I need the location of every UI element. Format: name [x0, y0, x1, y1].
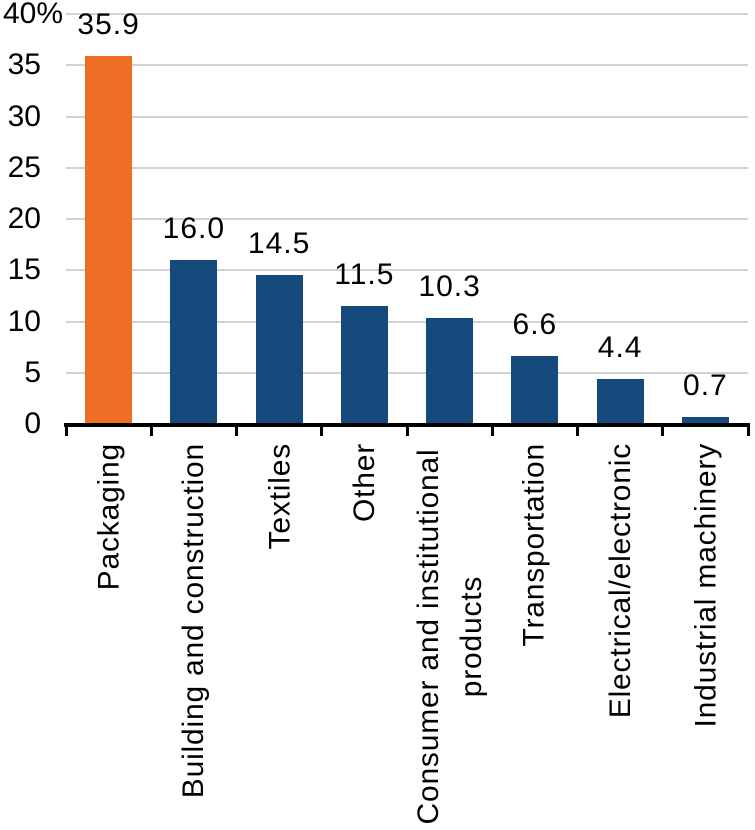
- bar-group: 6.6: [492, 0, 577, 424]
- bar-value-label: 16.0: [162, 212, 226, 245]
- x-axis-tick: [235, 427, 238, 436]
- x-category-label: Electrical/electronic: [603, 443, 637, 719]
- x-axis-tick: [746, 427, 750, 436]
- gridline-30: [66, 115, 748, 118]
- gridline-15: [66, 269, 748, 272]
- bar-default: [511, 356, 559, 424]
- x-axis-tick: [64, 427, 68, 436]
- bar-series: 35.9 16.0 14.5 11.5 10.3 6.6 4.4 0.7: [66, 0, 748, 424]
- bar-group: 4.4: [578, 0, 663, 424]
- bar-group: 35.9: [66, 0, 151, 424]
- y-tick-label-10: 10: [7, 304, 41, 338]
- bar-highlight: [85, 56, 133, 424]
- y-tick-label-40: 40%: [2, 0, 63, 30]
- x-axis-tick: [576, 427, 579, 436]
- bar-group: 14.5: [237, 0, 322, 424]
- bar-default: [681, 416, 729, 424]
- x-category-label: Building and construction: [177, 443, 211, 799]
- x-category-label: Other: [347, 443, 381, 523]
- bar-value-label: 4.4: [597, 330, 643, 364]
- bar-value-label: 10.3: [418, 270, 481, 304]
- y-tick-label-5: 5: [24, 355, 41, 389]
- bar-default: [596, 378, 644, 424]
- x-axis-tick: [405, 427, 409, 436]
- x-category-label: Transportation: [517, 443, 551, 647]
- bar-group: 0.7: [663, 0, 748, 424]
- bar-group: 11.5: [322, 0, 407, 424]
- x-category-label: Packaging: [92, 443, 126, 591]
- gridline-10: [66, 320, 748, 323]
- x-category-label: Industrial machinery: [689, 443, 723, 728]
- x-category-label: Textiles: [263, 443, 297, 550]
- y-tick-label-20: 20: [7, 202, 41, 235]
- y-tick-label-0: 0: [24, 407, 41, 440]
- gridline-25: [66, 166, 748, 169]
- y-tick-label-15: 15: [7, 253, 41, 287]
- x-axis-tick: [149, 427, 153, 436]
- bar-default: [170, 260, 218, 424]
- x-axis-line: [64, 423, 750, 427]
- bar-value-label: 35.9: [77, 8, 140, 42]
- bar-value-label: 6.6: [512, 308, 558, 342]
- bar-default: [426, 318, 474, 424]
- bar-value-label: 14.5: [247, 227, 311, 261]
- y-tick-label-30: 30: [7, 99, 41, 133]
- bar-default: [255, 275, 303, 424]
- x-axis-tick: [661, 427, 665, 436]
- y-tick-label-35: 35: [7, 48, 41, 82]
- bar-value-label: 0.7: [683, 368, 728, 402]
- x-axis-tick: [490, 427, 494, 436]
- gridline-20: [66, 218, 748, 220]
- gridline-5: [66, 371, 748, 374]
- x-category-label: Consumer and institutional products: [411, 448, 488, 825]
- bar-value-label: 11.5: [334, 258, 395, 292]
- bar-group: 10.3: [407, 0, 492, 424]
- bar-default: [340, 306, 388, 424]
- gridline-40: [66, 13, 748, 15]
- y-tick-label-25: 25: [7, 150, 41, 184]
- x-axis-tick: [320, 427, 324, 436]
- gridline-35: [66, 64, 748, 67]
- bar-group: 16.0: [151, 0, 236, 424]
